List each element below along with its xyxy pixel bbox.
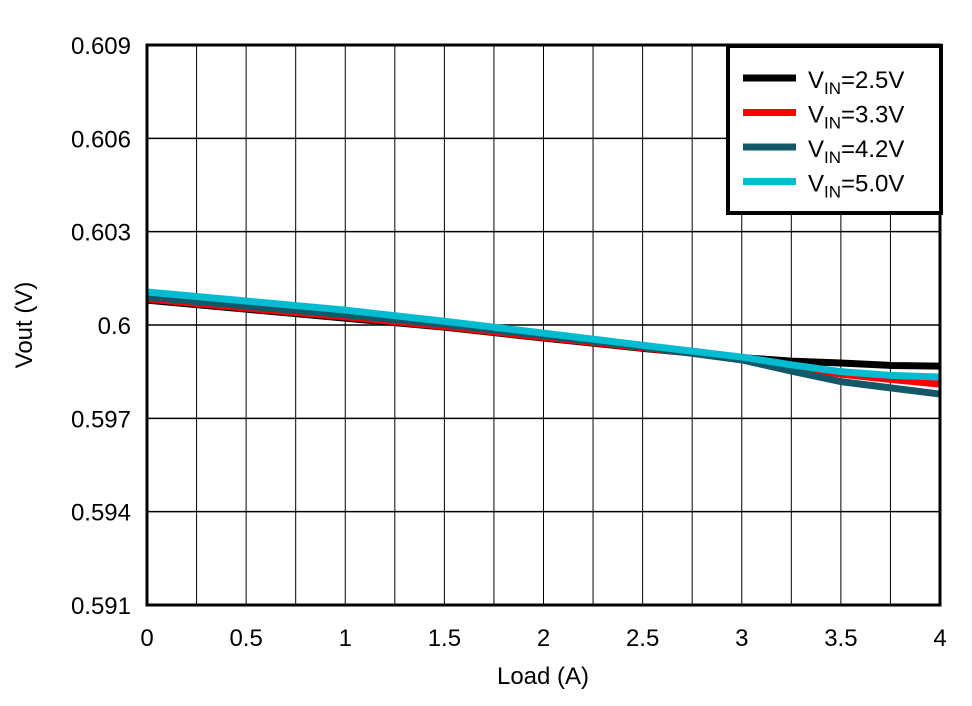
y-tick-labels: 0.591 0.594 0.597 0.6 0.603 0.606 0.609 (71, 33, 131, 620)
x-tick-label: 3.5 (824, 625, 857, 652)
legend-label: VIN=3.3V (808, 102, 904, 133)
x-tick-label: 0 (140, 625, 153, 652)
x-tick-label: 4 (933, 625, 946, 652)
legend-label: VIN=2.5V (808, 67, 904, 98)
x-tick-label: 3 (735, 625, 748, 652)
legend-label: VIN=5.0V (808, 171, 904, 202)
y-tick-label: 0.594 (71, 500, 131, 527)
x-tick-label: 2.5 (626, 625, 659, 652)
y-tick-label: 0.597 (71, 406, 131, 433)
y-tick-label: 0.603 (71, 220, 131, 247)
y-tick-label: 0.591 (71, 593, 131, 620)
series-lines (146, 288, 941, 398)
series-line-4 (146, 288, 941, 381)
y-tick-label: 0.6 (98, 313, 131, 340)
x-tick-label: 2 (537, 625, 550, 652)
x-axis-label: Load (A) (497, 663, 589, 690)
x-tick-label: 0.5 (229, 625, 262, 652)
legend-label: VIN=4.2V (808, 136, 904, 167)
y-tick-label: 0.606 (71, 126, 131, 153)
x-tick-labels: 0 0.5 1 1.5 2 2.5 3 3.5 4 (140, 625, 946, 652)
x-tick-label: 1 (339, 625, 352, 652)
x-tick-label: 1.5 (428, 625, 461, 652)
y-axis-label: Vout (V) (11, 282, 38, 369)
y-tick-label: 0.609 (71, 33, 131, 60)
plot-frame (145, 43, 942, 607)
legend-box (726, 44, 943, 215)
